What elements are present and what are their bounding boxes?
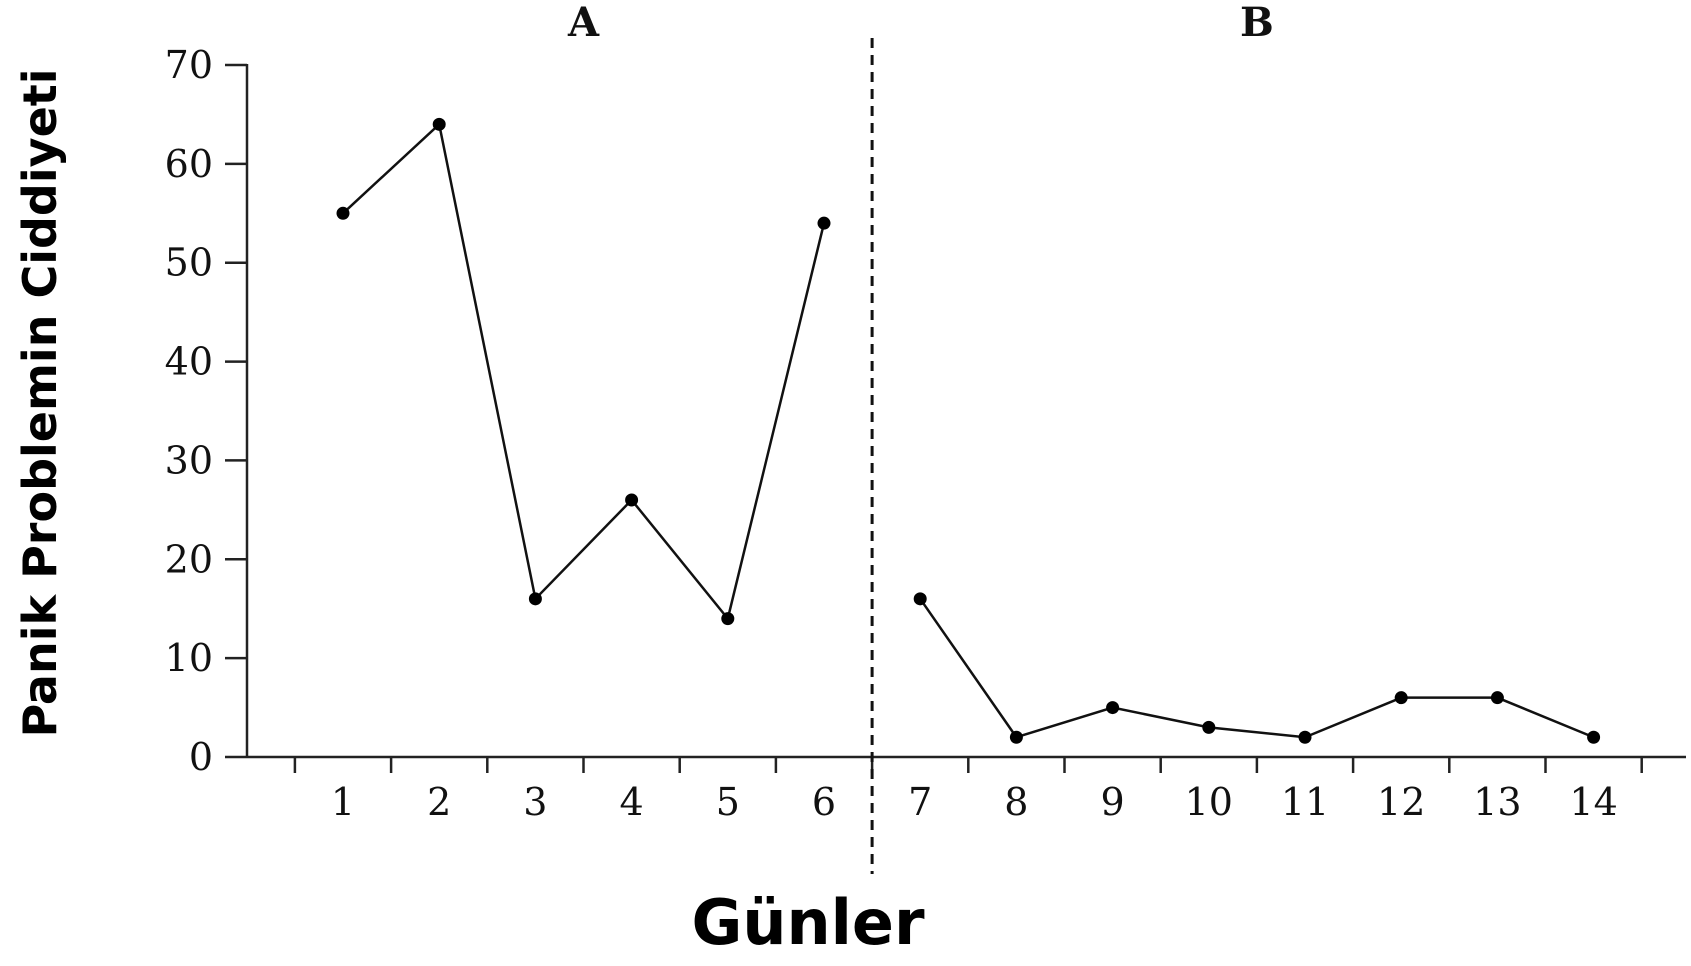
- y-tick-label: 10: [165, 636, 213, 680]
- x-tick-label: 7: [908, 780, 932, 824]
- y-tick-label: 50: [165, 241, 213, 285]
- data-point: [1394, 691, 1408, 705]
- x-tick-label: 9: [1101, 780, 1125, 824]
- data-point: [913, 592, 927, 606]
- x-axis-label: Günler: [691, 886, 924, 959]
- x-tick-label: 10: [1185, 780, 1233, 824]
- x-tick-label: 12: [1377, 780, 1425, 824]
- x-tick-label: 13: [1473, 780, 1521, 824]
- data-point: [1202, 720, 1216, 734]
- data-point: [1106, 701, 1120, 715]
- data-point: [1009, 730, 1023, 744]
- data-point: [336, 206, 350, 220]
- y-tick-label: 0: [189, 735, 213, 779]
- data-point: [1298, 730, 1312, 744]
- y-tick-label: 60: [165, 142, 213, 186]
- data-point: [1587, 730, 1601, 744]
- x-tick-label: 11: [1281, 780, 1329, 824]
- y-axis-label: Panik Problemin Ciddiyeti: [13, 68, 67, 737]
- data-point: [625, 493, 639, 507]
- x-tick-label: 4: [620, 780, 644, 824]
- phase-label-b: B: [1240, 0, 1274, 46]
- x-tick-label: 6: [812, 780, 836, 824]
- series-group: [336, 117, 1601, 744]
- data-point: [1490, 691, 1504, 705]
- data-point: [528, 592, 542, 606]
- x-tick-label: 5: [716, 780, 740, 824]
- y-tick-label: 70: [165, 43, 213, 87]
- axes: [245, 64, 1686, 759]
- x-tick-label: 14: [1569, 780, 1617, 824]
- series-line-b: [919, 598, 1595, 739]
- y-tick-label: 30: [165, 438, 213, 482]
- phase-label-a: A: [567, 0, 600, 46]
- series-line-a: [342, 121, 826, 622]
- y-axis-ticks: 0 10 20 30 40 50 60 70: [165, 43, 247, 779]
- y-tick-label: 40: [165, 340, 213, 384]
- data-point: [721, 612, 735, 626]
- x-tick-label: 1: [331, 780, 355, 824]
- x-tick-label: 8: [1004, 780, 1028, 824]
- data-point: [432, 117, 446, 131]
- x-tick-label: 2: [427, 780, 451, 824]
- x-axis-ticks: 1 2 3 4 5 6 7 8 9 10 11 12 13 14: [293, 757, 1643, 824]
- data-point: [817, 216, 831, 230]
- x-tick-label: 3: [523, 780, 547, 824]
- y-tick-label: 20: [165, 537, 213, 581]
